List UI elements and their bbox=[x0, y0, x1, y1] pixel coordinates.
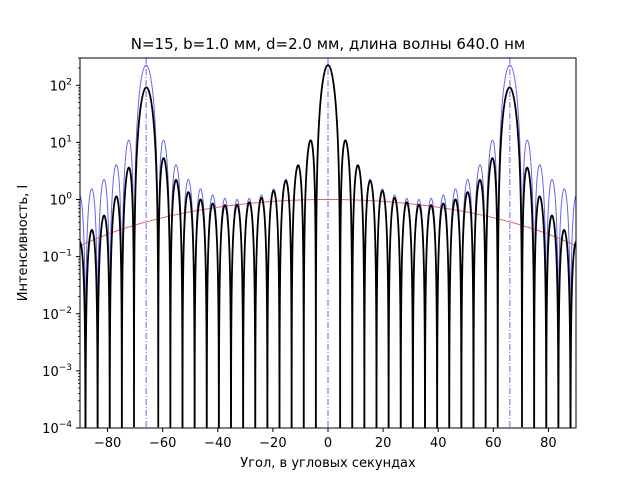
y-tick-label: 101 bbox=[50, 134, 72, 151]
x-axis-label: Угол, в угловых секундах bbox=[240, 456, 416, 471]
y-tick-label: 10−3 bbox=[42, 363, 72, 380]
x-tick-label: 0 bbox=[324, 436, 332, 451]
y-tick-label: 10−4 bbox=[42, 420, 72, 437]
y-tick-label: 10−1 bbox=[42, 249, 72, 266]
chart-title: N=15, b=1.0 мм, d=2.0 мм, длина волны 64… bbox=[131, 35, 526, 53]
series-single-slit-line bbox=[80, 199, 576, 247]
y-tick-label: 100 bbox=[50, 192, 73, 209]
y-tick-label: 102 bbox=[50, 77, 72, 94]
x-tick-label: 60 bbox=[485, 436, 502, 451]
y-axis-ticks: 10−4 10−3 10−2 10−1 100 101 102 bbox=[42, 57, 80, 437]
x-tick-label: −60 bbox=[149, 436, 176, 451]
x-tick-label: −20 bbox=[259, 436, 286, 451]
x-tick-label: 80 bbox=[540, 436, 557, 451]
x-axis-ticks: −80 −60 −40 −20 0 20 40 60 80 bbox=[94, 428, 557, 451]
x-tick-label: −40 bbox=[204, 436, 231, 451]
y-tick-label: 10−2 bbox=[42, 306, 72, 323]
y-axis-label: Интенсивность, I bbox=[16, 185, 31, 302]
x-tick-label: −80 bbox=[94, 436, 121, 451]
plot-frame bbox=[79, 57, 577, 429]
x-tick-label: 40 bbox=[430, 436, 447, 451]
x-tick-label: 20 bbox=[375, 436, 392, 451]
series-total-line bbox=[80, 64, 576, 428]
